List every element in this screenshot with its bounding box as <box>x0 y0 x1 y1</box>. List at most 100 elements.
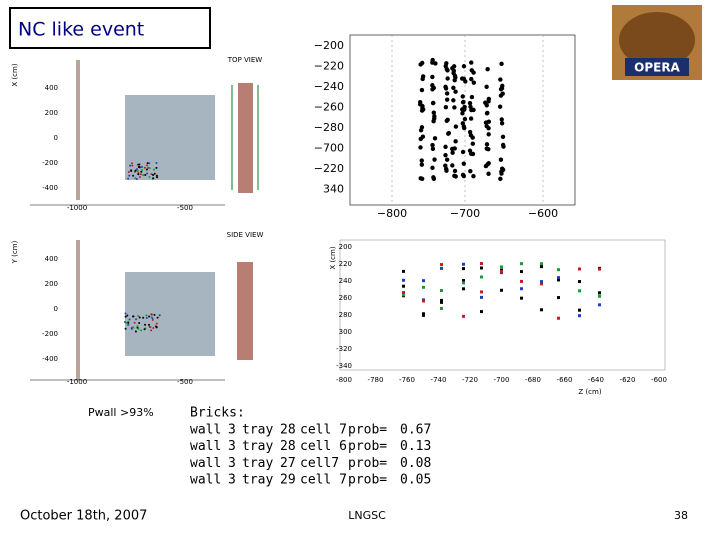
hit-dot <box>485 66 490 72</box>
y-tick-label: 300 <box>339 328 352 336</box>
brick-cell: tray <box>242 423 273 438</box>
brick-cell: wall <box>190 473 221 488</box>
hit-dot <box>500 269 503 273</box>
hit-dot <box>578 267 581 271</box>
brick-cell: cell 7 <box>300 423 347 438</box>
hit-dot <box>402 293 405 297</box>
hit-dot <box>445 117 450 123</box>
side-view-panel <box>30 240 253 381</box>
hit-dot <box>520 287 523 291</box>
y-tick-label: 280 <box>339 311 352 319</box>
hit-dot <box>440 306 443 310</box>
hit-dot <box>135 177 138 180</box>
x-tick-label: -1000 <box>67 378 87 386</box>
hit-dot <box>443 105 449 110</box>
hit-dot <box>440 300 443 304</box>
y-tick-label: 400 <box>45 255 58 263</box>
hit-dot <box>468 104 473 110</box>
axis-label: Z (cm) <box>578 388 601 396</box>
hit-dot <box>131 162 134 165</box>
hit-dot <box>461 64 467 69</box>
hit-dot <box>124 315 127 318</box>
hit-dot <box>138 322 141 325</box>
x-tick-label: -720 <box>462 376 478 384</box>
x-tick-label: -780 <box>368 376 384 384</box>
hit-dot <box>497 104 503 109</box>
hit-dot <box>443 152 448 158</box>
hit-dot <box>419 158 424 163</box>
hit-dot <box>135 318 138 321</box>
x-tick-label: -800 <box>336 376 352 384</box>
hit-dot <box>480 310 483 314</box>
panel-label: TOP VIEW <box>227 56 263 64</box>
brick-cell: cell 7 <box>300 473 347 488</box>
hit-dot <box>418 62 423 67</box>
hit-dot <box>430 83 435 88</box>
hit-dot <box>453 124 459 129</box>
hit-dot <box>148 175 151 178</box>
brick-cell: 28 <box>280 439 296 454</box>
hit-dot <box>460 94 465 99</box>
footer-date: October 18th, 2007 <box>20 509 147 524</box>
hit-dot <box>431 110 437 115</box>
hit-dot <box>420 103 425 109</box>
bricks-heading: Bricks: <box>190 406 245 421</box>
hit-dot <box>420 74 426 79</box>
hit-dot <box>151 318 154 321</box>
y-tick-label: −200 <box>314 39 344 52</box>
hit-dot <box>155 162 158 165</box>
panel-label: SIDE VIEW <box>227 231 264 239</box>
hit-dot <box>402 284 405 288</box>
hit-dot <box>578 314 581 318</box>
brick-cell: tray <box>242 473 273 488</box>
hit-dot <box>431 118 436 124</box>
brick-cell: prob= <box>348 473 387 488</box>
hit-dot <box>432 136 438 141</box>
hit-dot <box>444 61 449 66</box>
y-tick-label: −220 <box>314 60 344 73</box>
hit-dot <box>419 176 425 181</box>
hit-dot <box>444 157 450 162</box>
hit-dot <box>499 121 505 126</box>
hit-dot <box>462 104 467 110</box>
hit-dot <box>469 94 475 100</box>
hit-dot <box>499 61 504 67</box>
hit-dot <box>440 289 443 293</box>
hit-dot <box>598 303 601 307</box>
brick-cell: 3 <box>228 456 236 471</box>
y-tick-label: −260 <box>314 101 344 114</box>
hit-dot <box>444 91 450 96</box>
hit-dot <box>140 166 143 169</box>
hit-dot <box>146 162 149 165</box>
hit-dot <box>148 315 151 318</box>
hit-dot <box>462 116 468 122</box>
hit-dot <box>445 76 450 81</box>
hit-dot <box>156 316 159 319</box>
hit-dot <box>137 314 140 317</box>
hit-dot <box>422 299 425 303</box>
hit-dot <box>124 327 127 330</box>
y-tick-label: 260 <box>339 294 352 302</box>
hit-dot <box>402 291 405 295</box>
hit-dot <box>498 176 503 182</box>
zoom-frame <box>339 239 666 371</box>
hit-dot <box>138 316 141 319</box>
hit-dot <box>500 167 506 172</box>
hit-dot <box>144 323 147 326</box>
hit-dot <box>480 290 483 294</box>
hit-dot <box>480 275 483 279</box>
hit-dot <box>155 174 158 177</box>
logo-text: OPERA <box>634 61 680 75</box>
hit-dot <box>431 175 436 180</box>
hit-dot <box>520 279 523 283</box>
y-tick-label: −280 <box>314 121 344 134</box>
hit-dot <box>150 329 153 332</box>
brick-cell: 3 <box>228 473 236 488</box>
hit-dot <box>144 174 147 177</box>
hit-dot <box>500 265 503 269</box>
hit-dot <box>127 171 130 174</box>
hit-dot <box>486 171 491 176</box>
hit-dot <box>422 285 425 289</box>
hit-dot <box>467 148 473 153</box>
